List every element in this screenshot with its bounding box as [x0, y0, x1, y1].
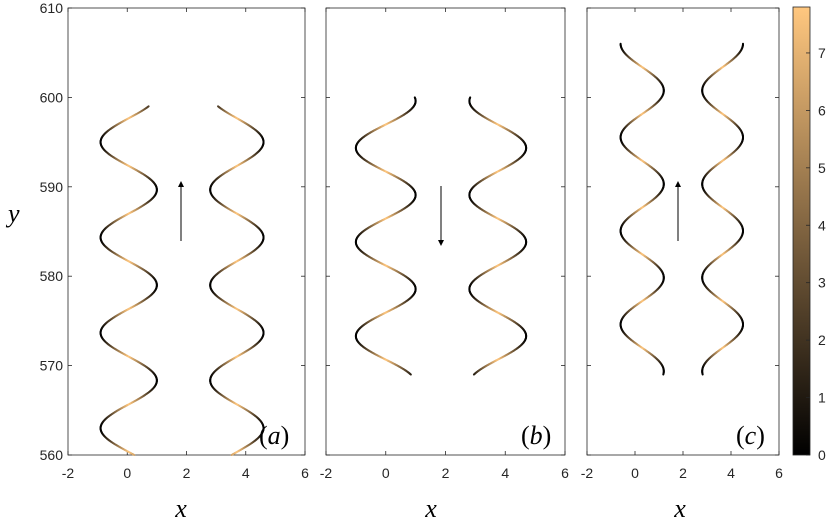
panel-a-curves: [99, 105, 265, 456]
y-tick-label: 570: [40, 358, 64, 374]
y-tick-label: 590: [40, 179, 64, 195]
x-tick-label: -2: [62, 465, 75, 481]
x-tick-label: 4: [242, 465, 250, 481]
x-tick-label: 6: [561, 465, 569, 481]
x-tick-label: -2: [581, 465, 594, 481]
colorbar-tick-label: 4: [818, 217, 826, 233]
y-axis-label: y: [5, 199, 20, 228]
panel-c-label: (c): [736, 421, 765, 450]
panel-a-x-axis-label: x: [174, 494, 187, 520]
panel-c: -2 0 2 4 6 (c) x: [581, 7, 783, 520]
colorbar-tick-label: 1: [818, 390, 826, 406]
y-tick-label: 560: [40, 447, 64, 463]
x-tick-label: 2: [679, 465, 687, 481]
panel-b-label: (b): [521, 421, 551, 450]
x-tick-label: 2: [183, 465, 191, 481]
colorbar-tick-label: 2: [818, 332, 826, 348]
x-tick-label: 2: [442, 465, 450, 481]
panel-c-frame: [586, 7, 780, 456]
colorbar-tick-label: 0: [818, 447, 826, 463]
colorbar: 0 1 2 3 4 5 6 7: [792, 6, 826, 463]
series-1-segment: [146, 105, 150, 109]
panel-a-label: (a): [259, 421, 289, 450]
x-tick-label: 6: [775, 465, 783, 481]
panel-c-x-axis-label: x: [673, 494, 686, 520]
x-tick-label: 4: [501, 465, 509, 481]
series-2-segment: [217, 105, 221, 109]
colorbar-tick-label: 3: [818, 275, 826, 291]
y-tick-label: 580: [40, 268, 64, 284]
y-tick-label: 600: [40, 89, 64, 105]
x-tick-label: 0: [382, 465, 390, 481]
panel-c-ticks: -2 0 2 4 6: [581, 7, 783, 481]
panel-b-curves: [354, 96, 528, 376]
panel-b-x-axis-label: x: [424, 494, 437, 520]
x-tick-label: 4: [727, 465, 735, 481]
colorbar-gradient: [792, 6, 811, 456]
panel-c-curves: [619, 42, 744, 376]
panel-a-frame: [67, 7, 306, 456]
x-tick-label: 6: [301, 465, 309, 481]
x-tick-label: 0: [123, 465, 131, 481]
panel-a-ticks: -2 0 2 4 6 560 570 580 590 600 610: [40, 0, 309, 481]
colorbar-tick-label: 6: [818, 102, 826, 118]
colorbar-tick-label: 5: [818, 160, 826, 176]
x-tick-label: 0: [631, 465, 639, 481]
colorbar-ticks: 0 1 2 3 4 5 6 7: [806, 45, 826, 463]
panel-b-ticks: -2 0 2 4 6: [320, 7, 569, 481]
panel-b: -2 0 2 4 6 (b) x: [320, 7, 569, 520]
panel-a: -2 0 2 4 6 560 570 580 590 600 610 (a) y x: [5, 0, 309, 520]
x-tick-label: -2: [320, 465, 333, 481]
y-tick-label: 610: [40, 0, 64, 16]
colorbar-tick-label: 7: [818, 45, 826, 61]
panel-b-frame: [325, 7, 566, 456]
